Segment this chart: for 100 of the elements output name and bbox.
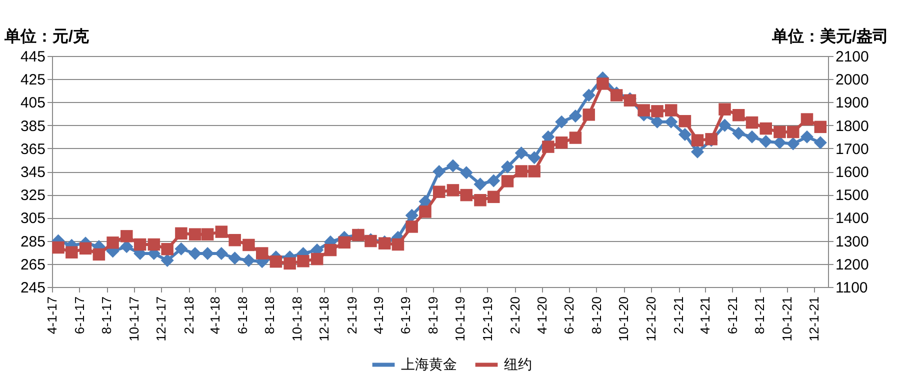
point <box>678 115 692 128</box>
x-tick-label: 8-1-18 <box>262 296 278 334</box>
point <box>338 236 350 249</box>
x-tick-label: 12-1-18 <box>316 296 332 342</box>
point <box>773 136 786 150</box>
point <box>419 206 432 218</box>
point <box>446 159 460 172</box>
x-tick-label: 2-1-18 <box>181 296 196 334</box>
point <box>746 116 758 129</box>
y2-tick-label: 1400 <box>836 210 869 228</box>
point <box>569 132 582 144</box>
y-tick-label: 325 <box>20 187 46 204</box>
point <box>787 126 800 138</box>
point <box>405 208 418 222</box>
x-tick-label: 4-1-19 <box>370 296 386 334</box>
x-tick-label: 12-1-21 <box>806 296 822 342</box>
point <box>175 227 188 240</box>
legend-label: 上海黄金 <box>401 356 457 372</box>
point <box>528 151 541 164</box>
point <box>582 88 596 102</box>
point <box>732 109 745 122</box>
y-tick-label: 345 <box>20 164 46 181</box>
point <box>460 188 472 202</box>
point <box>555 115 568 128</box>
point <box>691 134 704 146</box>
x-tick-label: 2-1-20 <box>508 296 523 334</box>
y2-tick-label: 1100 <box>836 280 868 296</box>
point <box>800 113 814 126</box>
point <box>568 110 582 123</box>
point <box>201 228 214 240</box>
point <box>732 126 746 140</box>
point <box>120 230 133 242</box>
point <box>134 238 146 251</box>
y2-tick-label: 1600 <box>836 164 869 181</box>
point <box>392 238 404 251</box>
point <box>786 137 800 150</box>
point <box>242 238 255 252</box>
x-tick-label: 2-1-19 <box>344 296 360 334</box>
point <box>650 115 664 128</box>
x-tick-label: 4-1-20 <box>534 296 550 334</box>
point <box>270 255 282 268</box>
y-tick-label: 445 <box>20 48 46 66</box>
point <box>610 89 623 102</box>
point <box>256 247 268 260</box>
point <box>188 228 202 240</box>
x-tick-label: 10-1-18 <box>289 296 304 342</box>
point <box>488 190 500 204</box>
y2-tick-label: 2100 <box>836 48 869 66</box>
point <box>487 174 500 188</box>
x-tick-label: 12-1-20 <box>643 296 658 342</box>
point <box>66 246 78 258</box>
point <box>515 165 528 178</box>
point <box>161 242 174 256</box>
y-tick-label: 305 <box>20 210 46 228</box>
x-tick-label: 8-1-20 <box>588 296 604 334</box>
point <box>582 108 595 121</box>
y2-tick-label: 1800 <box>836 118 869 135</box>
point <box>106 236 119 249</box>
point <box>760 122 772 135</box>
point <box>174 242 188 256</box>
x-tick-label: 4-1-17 <box>44 296 60 334</box>
x-tick-label: 12-1-17 <box>154 296 169 342</box>
y-axis-title: 单位：元/克 <box>4 28 90 46</box>
x-tick-label: 6-1-17 <box>72 296 87 334</box>
point <box>745 130 759 144</box>
y2-tick-label: 1200 <box>836 256 869 274</box>
point <box>664 104 678 116</box>
y2-tick-label: 1500 <box>836 187 869 204</box>
point <box>201 246 214 260</box>
x-tick-label: 8-1-19 <box>425 296 440 334</box>
point <box>148 238 160 251</box>
point <box>638 104 650 116</box>
point <box>501 175 514 188</box>
point <box>759 134 772 148</box>
x-tick-label: 12-1-19 <box>480 296 495 342</box>
x-tick-label: 4-1-21 <box>698 296 713 334</box>
y-tick-label: 425 <box>20 72 46 89</box>
x-tick-label: 2-1-21 <box>671 296 686 334</box>
y-tick-label: 385 <box>20 118 46 135</box>
x-tick-label: 6-1-21 <box>724 296 740 334</box>
point <box>446 184 460 196</box>
x-tick-label: 8-1-21 <box>752 296 768 334</box>
y-tick-label: 245 <box>20 280 46 296</box>
point <box>214 246 228 260</box>
point <box>596 78 609 90</box>
point <box>528 165 540 178</box>
point <box>814 136 827 150</box>
point <box>120 240 134 254</box>
point <box>324 244 337 256</box>
point <box>690 145 704 158</box>
x-tick-label: 4-1-18 <box>208 296 223 334</box>
point <box>188 246 202 260</box>
x-tick-label: 10-1-21 <box>779 296 794 342</box>
point <box>297 255 310 268</box>
x-tick-label: 10-1-17 <box>126 296 142 342</box>
point <box>814 120 827 134</box>
y2-tick-label: 1700 <box>836 140 869 158</box>
point <box>228 234 241 246</box>
point <box>500 160 514 174</box>
point <box>664 115 678 128</box>
